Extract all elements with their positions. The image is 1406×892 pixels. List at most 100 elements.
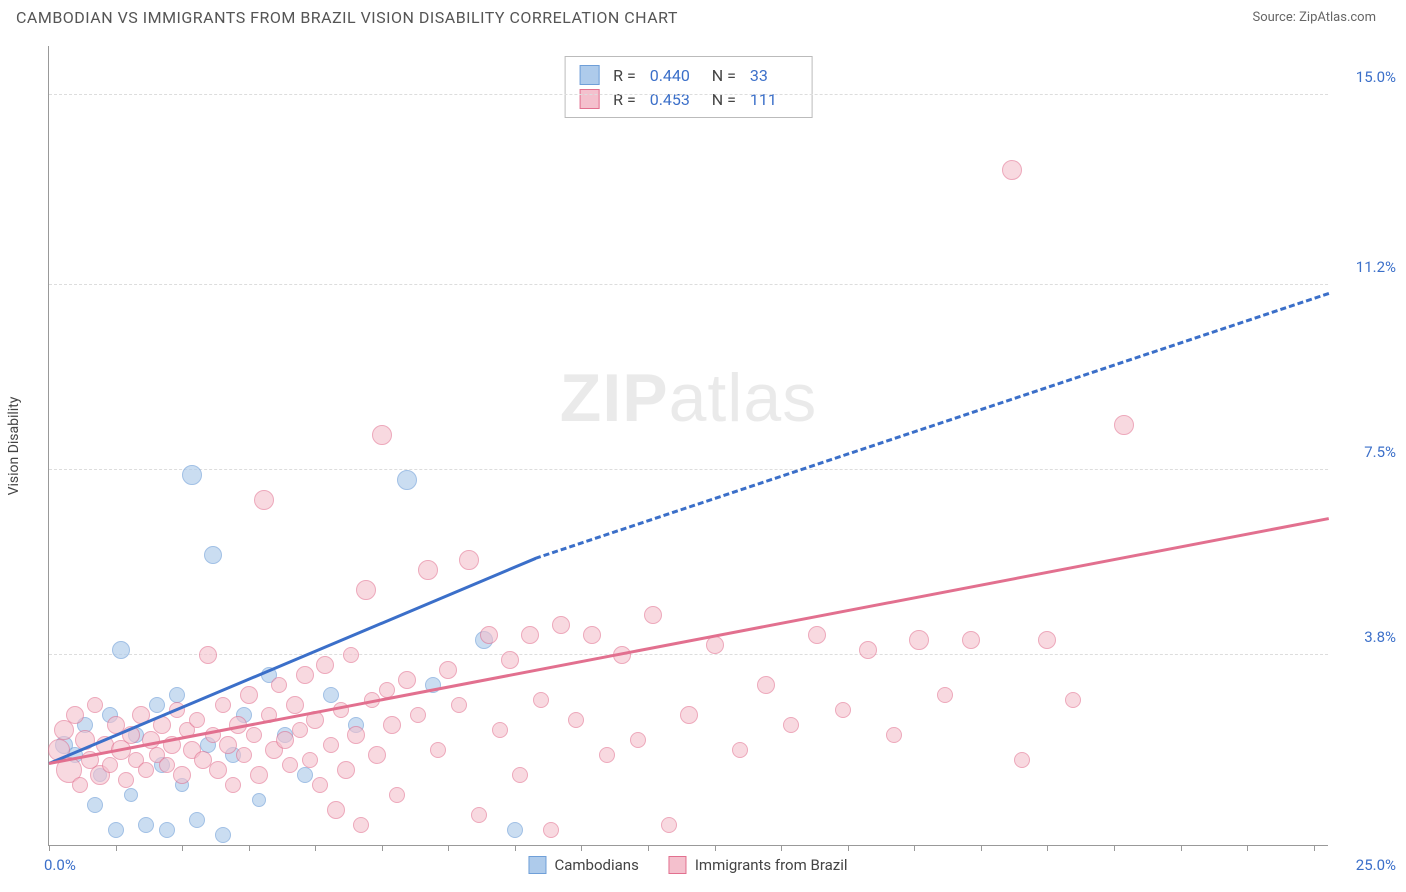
legend-label: Cambodians <box>554 856 638 874</box>
x-tick <box>781 845 782 851</box>
data-point <box>835 702 851 718</box>
data-point <box>276 731 294 749</box>
data-point <box>389 787 405 803</box>
data-point <box>644 606 662 624</box>
data-point <box>118 772 134 788</box>
data-point <box>398 671 416 689</box>
data-point <box>204 546 222 564</box>
data-point <box>199 646 217 664</box>
data-point <box>680 706 698 724</box>
data-point <box>859 641 877 659</box>
data-point <box>108 822 124 838</box>
y-axis-title: Vision Disability <box>6 397 22 496</box>
data-point <box>568 712 584 728</box>
chart-area: Vision Disability ZIPatlas R =0.440N =33… <box>48 46 1328 846</box>
data-point <box>397 470 417 490</box>
data-point <box>492 722 508 738</box>
data-point <box>451 697 467 713</box>
stats-n-label: N = <box>712 90 736 109</box>
data-point <box>1065 692 1081 708</box>
data-point <box>215 827 231 843</box>
legend-item: Cambodians <box>528 856 638 874</box>
stats-r-label: R = <box>613 90 636 109</box>
x-tick <box>1047 845 1048 851</box>
data-point <box>1038 631 1056 649</box>
data-point <box>418 560 438 580</box>
data-point <box>808 626 826 644</box>
data-point <box>1014 752 1030 768</box>
data-point <box>297 767 313 783</box>
data-point <box>72 777 88 793</box>
data-point <box>87 697 103 713</box>
chart-title: CAMBODIAN VS IMMIGRANTS FROM BRAZIL VISI… <box>16 8 678 27</box>
data-point <box>337 761 355 779</box>
x-tick <box>1314 845 1315 851</box>
data-point <box>937 687 953 703</box>
stats-swatch <box>579 65 599 85</box>
data-point <box>254 490 274 510</box>
data-point <box>159 822 175 838</box>
data-point <box>169 687 185 703</box>
stats-r-value: 0.453 <box>650 90 698 109</box>
stats-n-value: 33 <box>750 66 798 85</box>
trend-line <box>535 292 1330 560</box>
data-point <box>87 797 103 813</box>
data-point <box>159 757 175 773</box>
data-point <box>552 616 570 634</box>
data-point <box>661 817 677 833</box>
data-point <box>271 677 287 693</box>
data-point <box>630 732 646 748</box>
data-point <box>757 676 775 694</box>
gridline <box>49 94 1328 95</box>
data-point <box>286 696 304 714</box>
legend-swatch <box>528 856 546 874</box>
legend-swatch <box>669 856 687 874</box>
data-point <box>189 712 205 728</box>
data-point <box>250 766 268 784</box>
x-tick <box>648 845 649 851</box>
stats-legend-box: R =0.440N =33R =0.453N =111 <box>564 56 813 118</box>
data-point <box>962 631 980 649</box>
data-point <box>783 717 799 733</box>
x-tick <box>581 845 582 851</box>
stats-n-label: N = <box>712 66 736 85</box>
legend-item: Immigrants from Brazil <box>669 856 848 874</box>
x-tick <box>315 845 316 851</box>
y-tick-label: 7.5% <box>1336 443 1396 461</box>
data-point <box>323 687 339 703</box>
watermark: ZIPatlas <box>560 359 817 437</box>
gridline <box>49 469 1328 470</box>
data-point <box>521 626 539 644</box>
x-tick <box>515 845 516 851</box>
data-point <box>347 726 365 744</box>
data-point <box>173 766 191 784</box>
data-point <box>138 762 154 778</box>
x-tick <box>981 845 982 851</box>
x-tick <box>182 845 183 851</box>
data-point <box>439 661 457 679</box>
data-point <box>323 737 339 753</box>
data-point <box>246 727 262 743</box>
data-point <box>296 666 314 684</box>
stats-row: R =0.453N =111 <box>579 87 798 111</box>
data-point <box>312 777 328 793</box>
bottom-legend: Cambodians Immigrants from Brazil <box>528 856 847 874</box>
x-tick <box>1181 845 1182 851</box>
trend-line <box>49 517 1330 765</box>
gridline <box>49 654 1328 655</box>
data-point <box>356 580 376 600</box>
data-point <box>471 807 487 823</box>
data-point <box>512 767 528 783</box>
legend-label: Immigrants from Brazil <box>695 856 848 874</box>
data-point <box>372 425 392 445</box>
data-point <box>583 626 601 644</box>
data-point <box>459 550 479 570</box>
stats-r-value: 0.440 <box>650 66 698 85</box>
x-tick <box>1114 845 1115 851</box>
x-axis-max-label: 25.0% <box>1336 856 1396 874</box>
data-point <box>282 757 298 773</box>
data-point <box>292 722 308 738</box>
x-tick <box>49 845 50 851</box>
x-tick <box>1247 845 1248 851</box>
data-point <box>501 651 519 669</box>
